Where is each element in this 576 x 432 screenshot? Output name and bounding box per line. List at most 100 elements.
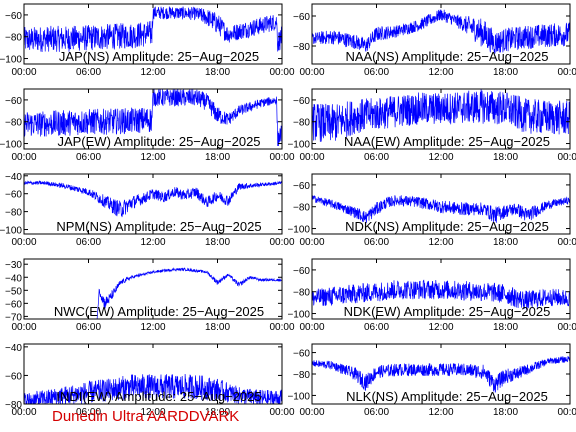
series-line-8 [24, 373, 282, 404]
y-tick-label: −100 [287, 391, 310, 402]
x-tick-label: 00:00 [299, 407, 324, 418]
x-tick-label: 00:00 [269, 152, 294, 163]
y-tick-label: −100 [0, 226, 22, 237]
y-tick-label: −100 [287, 140, 310, 151]
x-tick-label: 00:00 [269, 67, 294, 78]
y-tick-label: −100 [287, 310, 310, 321]
y-tick-label: −100 [0, 55, 22, 66]
x-tick-label: 18:00 [205, 67, 230, 78]
panel-2: −100 −80 −60 00:00 06:00 12:00 18:00 00:00 JAP(E… [0, 88, 295, 163]
series-line-0 [24, 6, 282, 53]
x-tick-label: 06:00 [76, 322, 101, 333]
panel-5: −100 −80 −60 00:00 06:00 12:00 18:00 00:00 NDK(N… [287, 173, 576, 248]
x-tick-label: 00:00 [557, 407, 576, 418]
panel-title: INDI(EW) Amplitude: 25−Aug−2025 [56, 389, 261, 404]
y-tick-label: −70 [5, 312, 22, 323]
panel-9: −100 −80 −60 00:00 06:00 12:00 18:00 00:00 NLK(N… [287, 343, 576, 418]
y-tick-label: −30 [5, 260, 22, 271]
series-line-1 [312, 9, 570, 54]
x-tick-label: 18:00 [205, 237, 230, 248]
x-tick-label: 06:00 [76, 152, 101, 163]
x-tick-label: 18:00 [205, 407, 230, 418]
x-tick-label: 00:00 [11, 237, 36, 248]
panel-3: −100 −80 −60 00:00 06:00 12:00 18:00 00:00 NAA(E… [287, 88, 576, 163]
panel-0: −100 −80 −60 00:00 06:00 12:00 18:00 00:00 JAP(N… [0, 3, 295, 78]
panel-title: NLK(NS) Amplitude: 25−Aug−2025 [346, 389, 548, 404]
y-tick-label: −60 [5, 190, 22, 201]
panel-title: JAP(EW) Amplitude: 25−Aug−2025 [57, 134, 260, 149]
x-tick-label: 00:00 [11, 322, 36, 333]
y-tick-label: −80 [5, 400, 22, 411]
x-tick-label: 12:00 [140, 67, 165, 78]
panel-title: NAA(NS) Amplitude: 25−Aug−2025 [345, 49, 548, 64]
x-tick-label: 00:00 [299, 67, 324, 78]
series-line-3 [312, 89, 570, 142]
x-tick-label: 12:00 [428, 322, 453, 333]
y-tick-label: −80 [293, 42, 310, 53]
x-tick-label: 12:00 [140, 152, 165, 163]
x-tick-label: 12:00 [428, 237, 453, 248]
x-tick-label: 12:00 [428, 407, 453, 418]
x-tick-label: 18:00 [493, 407, 518, 418]
x-tick-label: 18:00 [205, 152, 230, 163]
x-tick-label: 06:00 [76, 237, 101, 248]
x-tick-label: 00:00 [557, 67, 576, 78]
x-tick-label: 00:00 [299, 322, 324, 333]
x-tick-label: 06:00 [364, 322, 389, 333]
x-tick-label: 12:00 [428, 152, 453, 163]
y-tick-label: −40 [5, 343, 22, 354]
x-tick-label: 06:00 [364, 407, 389, 418]
y-tick-label: −80 [5, 208, 22, 219]
panel-title: JAP(NS) Amplitude: 25−Aug−2025 [59, 49, 259, 64]
panel-title: NDK(EW) Amplitude: 25−Aug−2025 [344, 304, 551, 319]
x-tick-label: 00:00 [557, 322, 576, 333]
y-tick-label: −100 [287, 225, 310, 236]
y-tick-label: −80 [293, 203, 310, 214]
y-tick-label: −60 [5, 11, 22, 22]
x-tick-label: 00:00 [557, 237, 576, 248]
x-tick-label: 00:00 [11, 67, 36, 78]
x-tick-label: 00:00 [11, 407, 36, 418]
panel-8: −80 −60 −40 00:00 06:00 12:00 18:00 00:00 INDI(E… [5, 343, 295, 418]
x-tick-label: 18:00 [493, 237, 518, 248]
series-line-9 [312, 356, 570, 393]
y-tick-label: −80 [293, 370, 310, 381]
x-tick-label: 18:00 [493, 67, 518, 78]
y-tick-label: −80 [293, 288, 310, 299]
x-tick-label: 00:00 [11, 152, 36, 163]
x-tick-label: 00:00 [557, 152, 576, 163]
x-tick-label: 12:00 [140, 322, 165, 333]
y-tick-label: −40 [5, 273, 22, 284]
y-tick-label: −60 [293, 96, 310, 107]
x-tick-label: 06:00 [76, 407, 101, 418]
y-tick-label: −50 [5, 286, 22, 297]
x-tick-label: 18:00 [205, 322, 230, 333]
x-tick-label: 00:00 [269, 407, 294, 418]
panel-title: NAA(EW) Amplitude: 25−Aug−2025 [344, 134, 550, 149]
x-tick-label: 06:00 [364, 67, 389, 78]
x-tick-label: 06:00 [364, 237, 389, 248]
y-tick-label: −100 [0, 140, 22, 151]
x-tick-label: 00:00 [299, 152, 324, 163]
x-tick-label: 18:00 [493, 152, 518, 163]
series-line-6 [24, 267, 282, 319]
x-tick-label: 00:00 [269, 322, 294, 333]
footer-credit: Dunedin Ultra AARDDVARK [52, 408, 240, 425]
x-tick-label: 00:00 [269, 237, 294, 248]
y-tick-label: −60 [293, 181, 310, 192]
panel-1: −80 −60 00:00 06:00 12:00 18:00 00:00 NAA(NS) A… [293, 3, 576, 78]
y-tick-label: −60 [5, 299, 22, 310]
y-tick-label: −60 [5, 96, 22, 107]
y-tick-label: −60 [5, 371, 22, 382]
x-tick-label: 12:00 [428, 67, 453, 78]
x-tick-label: 12:00 [140, 407, 165, 418]
panel-title: NWC(EW) Amplitude: 25−Aug−2025 [54, 304, 264, 319]
panel-4: −100 −80 −60 −40 00:00 06:00 12:00 18:00 00:00 NP… [0, 172, 295, 248]
y-tick-label: −40 [5, 172, 22, 183]
y-tick-label: −60 [293, 349, 310, 360]
panel-7: −100 −80 −60 00:00 06:00 12:00 18:00 00:00 NDK(E… [287, 258, 576, 333]
x-tick-label: 00:00 [299, 237, 324, 248]
y-tick-label: −80 [293, 118, 310, 129]
y-tick-label: −80 [5, 118, 22, 129]
x-tick-label: 12:00 [140, 237, 165, 248]
